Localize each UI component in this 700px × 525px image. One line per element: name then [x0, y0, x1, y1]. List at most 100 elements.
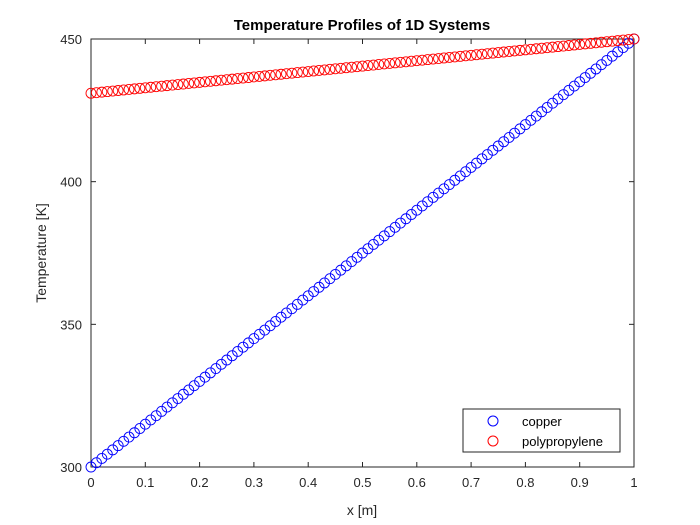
data-point-polypropylene — [96, 86, 108, 98]
data-point-polypropylene — [623, 34, 635, 45]
data-point-copper — [530, 110, 542, 122]
data-point-copper — [324, 273, 336, 285]
data-point-copper — [90, 457, 102, 469]
data-point-polypropylene — [443, 51, 455, 63]
x-tick-label: 0.9 — [571, 475, 589, 490]
data-point-copper — [536, 106, 548, 118]
data-point-polypropylene — [422, 54, 434, 66]
data-point-copper — [156, 405, 168, 417]
data-point-copper — [590, 63, 602, 75]
data-point-copper — [568, 80, 580, 92]
data-point-copper — [161, 401, 173, 413]
data-point-polypropylene — [541, 42, 553, 54]
data-point-polypropylene — [270, 69, 282, 81]
data-point-copper — [612, 46, 624, 58]
data-point-polypropylene — [205, 75, 216, 87]
data-point-polypropylene — [194, 76, 206, 88]
data-point-copper — [329, 268, 341, 280]
data-point-copper — [471, 157, 482, 169]
data-point-polypropylene — [161, 80, 173, 92]
data-point-copper — [411, 204, 423, 216]
data-point-polypropylene — [324, 63, 336, 75]
data-point-copper — [395, 217, 406, 229]
data-point-copper — [373, 234, 385, 246]
y-tick-label: 350 — [60, 317, 82, 332]
data-point-polypropylene — [384, 57, 396, 69]
data-point-polypropylene — [308, 65, 320, 77]
data-point-polypropylene — [340, 62, 352, 74]
data-point-copper — [118, 435, 130, 447]
data-point-polypropylene — [557, 40, 569, 52]
data-point-copper — [465, 161, 477, 173]
data-point-polypropylene — [123, 83, 135, 95]
data-point-polypropylene — [519, 44, 531, 56]
data-point-copper — [449, 174, 461, 186]
data-point-polypropylene — [628, 33, 640, 45]
x-tick-label: 0.4 — [299, 475, 317, 490]
data-point-polypropylene — [433, 53, 444, 64]
data-point-polypropylene — [617, 34, 629, 46]
data-point-polypropylene — [329, 63, 341, 75]
y-tick-label: 300 — [60, 460, 82, 475]
data-point-polypropylene — [514, 44, 526, 56]
data-point-copper — [188, 380, 200, 392]
data-point-polypropylene — [378, 58, 390, 70]
data-point-copper — [183, 384, 195, 396]
data-point-copper — [291, 298, 303, 310]
data-point-copper — [243, 337, 254, 349]
data-point-copper — [541, 102, 553, 113]
data-point-polypropylene — [438, 52, 450, 64]
data-point-copper — [199, 371, 211, 383]
data-point-polypropylene — [215, 74, 227, 86]
data-point-copper — [215, 358, 227, 370]
y-tick-label: 400 — [60, 175, 82, 190]
data-point-copper — [85, 461, 97, 473]
data-point-polypropylene — [476, 48, 488, 60]
data-point-copper — [367, 238, 379, 250]
data-point-copper — [384, 226, 396, 238]
data-point-copper — [601, 54, 613, 66]
data-point-polypropylene — [134, 82, 146, 94]
data-point-copper — [150, 410, 162, 422]
data-point-copper — [362, 243, 374, 255]
data-point-polypropylene — [579, 38, 591, 50]
data-point-copper — [438, 183, 450, 195]
data-point-polypropylene — [281, 68, 292, 80]
data-point-copper — [525, 114, 537, 126]
data-point-polypropylene — [454, 50, 466, 62]
data-point-copper — [313, 281, 325, 293]
x-tick-label: 1 — [630, 475, 637, 490]
data-point-copper — [416, 200, 428, 212]
data-point-copper — [422, 196, 434, 208]
legend: copper polypropylene — [462, 408, 621, 453]
data-point-copper — [574, 76, 586, 88]
data-point-copper — [123, 431, 135, 443]
data-point-copper — [253, 328, 265, 340]
data-point-copper — [443, 179, 455, 190]
data-point-copper — [606, 50, 618, 62]
data-point-polypropylene — [177, 78, 189, 90]
data-point-copper — [503, 131, 515, 143]
data-point-polypropylene — [405, 55, 417, 67]
data-point-copper — [433, 187, 444, 199]
data-point-polypropylene — [395, 56, 406, 68]
x-axis-label: x [m] — [347, 502, 377, 518]
data-point-copper — [226, 350, 238, 362]
data-point-polypropylene — [530, 43, 542, 55]
data-point-polypropylene — [601, 36, 613, 48]
data-point-copper — [286, 303, 298, 315]
data-point-polypropylene — [536, 42, 548, 54]
data-point-copper — [617, 42, 629, 54]
data-point-polypropylene — [139, 82, 151, 94]
data-point-copper — [557, 89, 569, 101]
data-point-copper — [519, 119, 531, 131]
data-point-copper — [264, 320, 276, 332]
data-point-polypropylene — [449, 51, 461, 63]
data-point-polypropylene — [112, 85, 124, 96]
data-point-copper — [166, 397, 178, 409]
data-point-polypropylene — [362, 60, 374, 72]
data-point-polypropylene — [465, 49, 477, 61]
data-point-polypropylene — [590, 37, 602, 49]
x-tick-label: 0.7 — [462, 475, 480, 490]
